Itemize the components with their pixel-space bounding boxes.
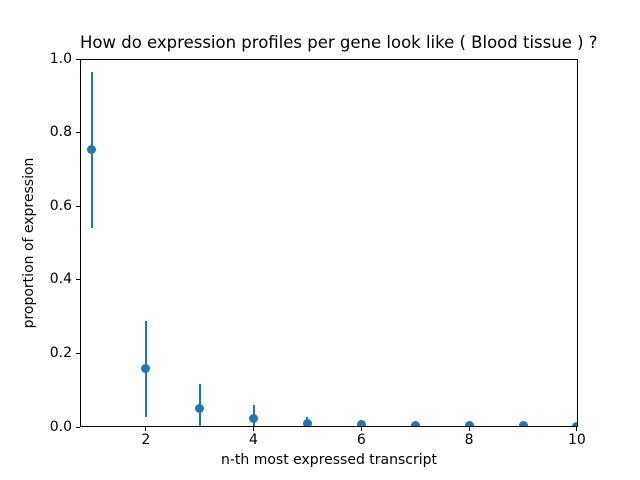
data-point bbox=[518, 421, 528, 427]
y-tick-mark bbox=[76, 279, 80, 281]
y-tick-label: 0.2 bbox=[49, 344, 72, 361]
y-tick-label: 0.8 bbox=[49, 124, 72, 141]
data-point bbox=[302, 418, 312, 427]
data-point bbox=[249, 414, 258, 424]
y-tick-mark bbox=[76, 352, 80, 354]
data-point bbox=[410, 420, 420, 427]
data-point bbox=[195, 403, 205, 413]
plot-area bbox=[80, 59, 578, 427]
data-point bbox=[356, 419, 366, 427]
y-tick-label: 1.0 bbox=[49, 50, 72, 67]
y-tick-mark bbox=[76, 426, 80, 428]
chart-title: How do expression profiles per gene look… bbox=[80, 33, 598, 52]
y-tick-label: 0.4 bbox=[49, 271, 72, 288]
data-point bbox=[87, 144, 97, 154]
x-tick-mark bbox=[253, 427, 254, 431]
y-tick-mark bbox=[76, 58, 80, 60]
y-tick-label: 0.6 bbox=[49, 197, 72, 214]
x-axis-label: n-th most expressed transcript bbox=[220, 452, 438, 468]
data-point bbox=[572, 421, 578, 427]
x-tick-label: 10 bbox=[567, 432, 586, 448]
y-tick-mark bbox=[76, 132, 80, 134]
y-tick-mark bbox=[76, 205, 80, 207]
data-point bbox=[464, 421, 474, 427]
x-tick-label: 4 bbox=[249, 432, 258, 448]
y-axis-label: proportion of expression bbox=[21, 157, 37, 329]
data-point bbox=[141, 364, 151, 374]
x-tick-mark bbox=[576, 427, 578, 431]
x-tick-mark bbox=[360, 427, 362, 431]
x-tick-label: 8 bbox=[464, 432, 474, 448]
x-tick-label: 6 bbox=[356, 432, 366, 448]
x-tick-mark bbox=[468, 427, 470, 431]
y-tick-label: 0.0 bbox=[49, 418, 72, 435]
x-tick-mark bbox=[145, 427, 147, 431]
x-tick-label: 2 bbox=[141, 432, 151, 448]
